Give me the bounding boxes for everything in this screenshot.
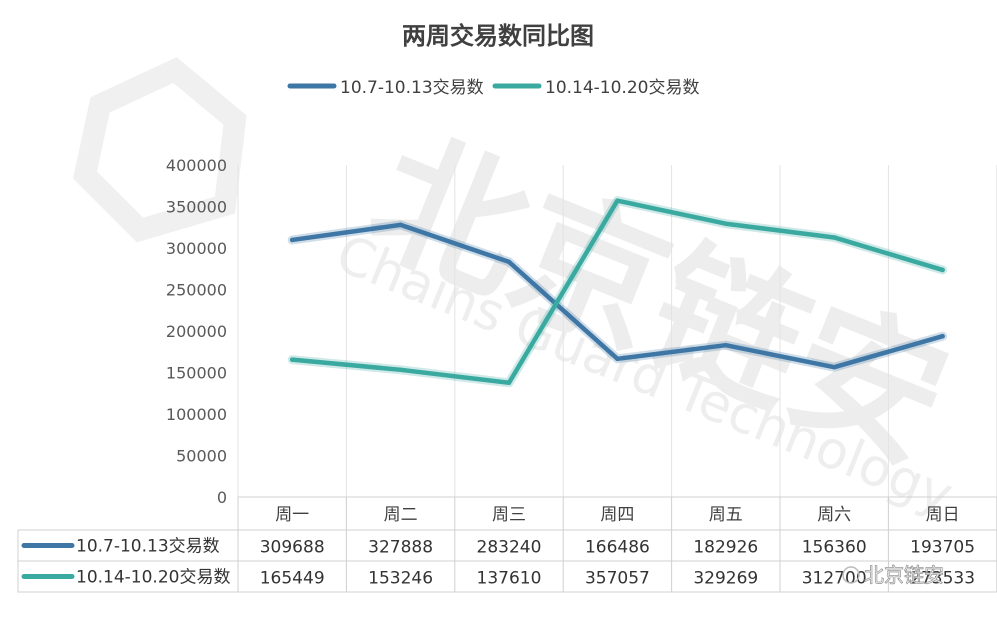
data-point [398,367,403,373]
legend-label: 10.14-10.20交易数 [545,78,699,98]
legend-label: 10.7-10.13交易数 [340,78,484,98]
x-tick-label: 周日 [926,505,960,525]
table-cell: 156360 [802,538,867,558]
data-point [832,365,837,370]
table-cell: 312700 [802,569,867,589]
y-tick-label: 250000 [166,281,227,300]
legend: 10.7-10.13交易数 10.14-10.20交易数 [287,78,699,98]
data-point [506,380,512,385]
data-table: 周一 周二 周三 周四 周五 周六 周日 10.7-10.13交易数 309688 327888 2… [17,496,997,593]
data-point [290,357,295,362]
y-axis: 0 50000 100000 150000 200000 250000 300000 3500… [166,156,227,507]
table-row-label: 10.7-10.13交易数 [76,537,220,557]
corner-watermark: 北京链安 [842,563,944,587]
data-point [398,222,403,228]
y-tick-label: 150000 [166,364,227,383]
table-cell: 327888 [368,538,433,558]
table-cell: 273533 [910,569,975,589]
y-tick-label: 350000 [166,198,227,217]
x-tick-label: 周六 [817,505,851,525]
table-cell: 283240 [477,538,542,558]
data-point [615,198,620,203]
table-cell: 357057 [585,569,650,589]
grid [237,165,997,497]
x-tick-label: 周四 [600,505,634,525]
corner-watermark-text: 北京链安 [864,563,944,587]
table-cell: 309688 [260,538,325,558]
x-tick-label: 周二 [384,505,418,525]
table-cell: 153246 [368,569,433,589]
chart-title: 两周交易数同比图 [402,22,594,50]
table-row-label: 10.14-10.20交易数 [76,568,230,588]
table-cell: 329269 [693,569,758,589]
table-cell: 166486 [585,538,650,558]
table-cell: 182926 [693,538,758,558]
data-point [615,356,620,362]
table-cell: 137610 [477,569,542,589]
table-cell: 193705 [910,538,975,558]
y-tick-label: 300000 [166,239,227,258]
y-tick-label: 0 [217,488,227,507]
y-tick-label: 200000 [166,322,227,341]
watermark-logo-icon [72,57,247,243]
y-tick-label: 100000 [166,405,227,424]
x-tick-label: 周五 [709,505,743,525]
data-point [723,221,728,226]
data-point [290,237,295,243]
data-point [506,259,512,265]
x-tick-label: 周三 [492,505,526,525]
y-tick-label: 400000 [166,156,227,175]
corner-logo-icon [842,566,860,584]
data-point [832,235,837,240]
series-lines [287,196,948,388]
x-tick-label: 周一 [275,505,309,525]
table-cell: 165449 [260,569,325,589]
y-tick-label: 50000 [176,447,227,466]
data-point [940,267,945,273]
data-point [940,334,945,339]
data-point [723,342,728,348]
